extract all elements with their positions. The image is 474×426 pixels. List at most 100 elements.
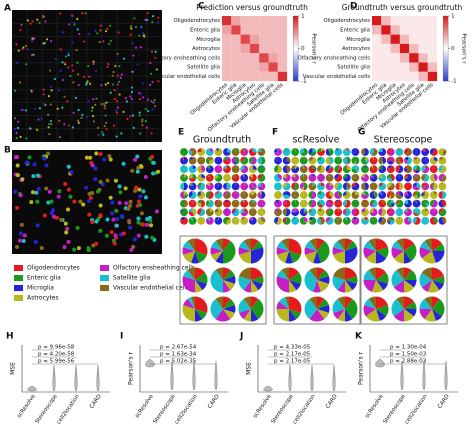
- mini-pie-slice: [405, 148, 412, 156]
- mini-pie-slice: [235, 191, 238, 195]
- mini-pie-slice: [261, 191, 266, 199]
- mini-pie-slice: [224, 186, 228, 191]
- panel-letter: E: [178, 128, 184, 138]
- heatmap-cell: [409, 34, 419, 44]
- mini-pie-slice: [329, 184, 334, 191]
- mini-pie-slice: [430, 199, 438, 208]
- heatmap-cell: [231, 25, 241, 35]
- mini-pie-slice: [378, 182, 383, 187]
- heatmap-cell: [409, 71, 419, 82]
- cell-dot: [85, 83, 88, 86]
- mini-pie-slice: [303, 165, 306, 170]
- mini-pie-slice: [276, 220, 280, 225]
- cell-dot: [109, 230, 114, 235]
- pie-slice: [187, 297, 195, 309]
- cell-dot: [146, 98, 150, 101]
- mini-pie-slice: [378, 192, 383, 195]
- cell-dot: [36, 129, 39, 132]
- mini-pie-slice: [354, 191, 356, 195]
- pie-slice: [187, 267, 195, 280]
- mini-pie-slice: [379, 216, 387, 225]
- mini-pie-slice: [285, 208, 291, 217]
- mini-pie-slice: [351, 199, 360, 208]
- pie-slice: [391, 269, 404, 288]
- pie-slice: [345, 238, 353, 251]
- cell-dot: [138, 203, 143, 208]
- mini-pie-slice: [404, 216, 412, 225]
- pie-slice: [238, 247, 251, 255]
- cell-dot: [92, 120, 95, 123]
- mini-pie-slice: [373, 199, 376, 204]
- cell-dot: [130, 168, 135, 173]
- mini-pie-slice: [197, 148, 206, 156]
- mini-pie-slice: [439, 165, 443, 170]
- mini-pie-slice: [240, 165, 249, 174]
- mini-pie-slice: [317, 165, 321, 172]
- cell-dot: [37, 118, 40, 121]
- mini-pie-slice: [425, 208, 429, 213]
- mini-pie-slice: [351, 175, 356, 178]
- mini-pie-slice: [438, 199, 443, 208]
- mini-pie-slice: [438, 211, 443, 215]
- mini-pie-slice: [386, 208, 391, 215]
- pie-slice: [195, 309, 203, 322]
- heatmap-cell: [409, 43, 419, 54]
- pie-slice: [404, 296, 415, 309]
- cell-dot: [140, 26, 143, 29]
- mini-pie-slice: [404, 177, 408, 180]
- pie-slice: [223, 280, 231, 293]
- pie-slice: [195, 272, 208, 284]
- mini-pie-slice: [180, 174, 188, 182]
- cell-dot: [121, 231, 126, 236]
- mini-pie-slice: [286, 174, 291, 182]
- cell-dot: [131, 114, 135, 117]
- mini-pie-slice: [352, 216, 356, 221]
- cell-dot: [104, 30, 108, 33]
- pie-slice: [368, 296, 376, 309]
- mini-pie-slice: [317, 201, 321, 207]
- mini-pie-slice: [369, 150, 374, 156]
- mini-pie-slice: [257, 193, 262, 199]
- mini-pie-slice: [217, 182, 219, 187]
- cell-dot: [66, 99, 69, 103]
- mini-pie-slice: [378, 165, 387, 174]
- cell-dot: [72, 199, 77, 204]
- mini-pie-slice: [282, 165, 288, 174]
- cell-dot: [138, 194, 143, 199]
- mini-pie-slice: [395, 216, 404, 225]
- heatmap-cell: [277, 53, 288, 63]
- mini-pie-slice: [416, 191, 421, 199]
- cell-dot: [150, 100, 153, 103]
- cell-dot: [105, 217, 110, 222]
- cell-dot: [118, 190, 123, 195]
- heatmap-cell: [399, 71, 410, 82]
- heatmap-cell: [418, 16, 428, 26]
- mini-pie-slice: [223, 208, 231, 217]
- heatmap-cell: [390, 71, 400, 82]
- mini-pie-slice: [378, 165, 383, 170]
- mini-pie-slice: [181, 208, 184, 213]
- mini-pie-slice: [386, 167, 391, 170]
- heatmap-cell: [240, 62, 250, 72]
- mini-pie-slice: [412, 195, 419, 199]
- pie-slice: [223, 267, 231, 280]
- heatmap-cell: [231, 16, 241, 26]
- cell-dot: [157, 16, 160, 19]
- mini-pie-slice: [387, 186, 392, 191]
- heatmap-cell: [409, 16, 419, 26]
- cell-dot: [44, 186, 49, 191]
- cell-dot: [93, 177, 98, 182]
- pie-slice: [211, 240, 223, 251]
- heatmap-row-label: Satellite glia: [187, 65, 220, 71]
- cell-dot: [15, 131, 18, 135]
- mini-pie-slice: [325, 182, 330, 191]
- heatmap-cell: [399, 16, 410, 26]
- cell-dot: [95, 189, 100, 194]
- mini-pie-slice: [386, 191, 391, 199]
- mini-pie-slice: [284, 148, 287, 152]
- cell-dot: [134, 25, 138, 29]
- mini-pie-slice: [388, 148, 395, 156]
- mini-pie-slice: [369, 208, 374, 213]
- mini-pie-slice: [274, 208, 282, 217]
